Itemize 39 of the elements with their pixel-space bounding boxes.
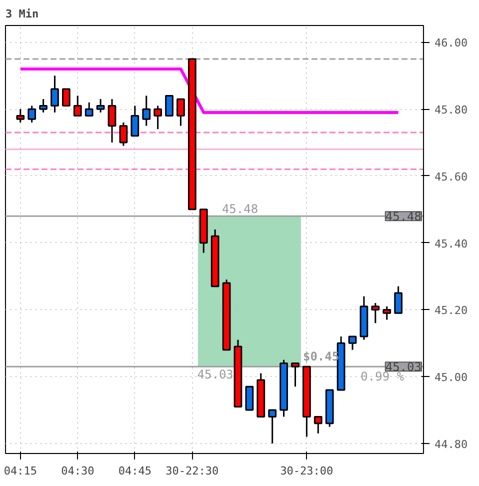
candlestick [73,94,82,117]
y-tick-label: 44.80 [434,438,468,451]
candlestick [50,74,59,114]
candlestick [96,98,105,114]
y-tick-label: 45.60 [434,170,468,184]
candlestick [154,105,162,130]
candlestick [108,98,116,144]
chart-title: 3 Min [6,8,39,20]
candlestick [291,362,300,388]
candlestick [84,102,94,117]
candlestick [28,105,36,124]
candlestick [39,98,48,114]
candlestick [314,416,322,434]
y-tick-label: 45.40 [434,237,468,250]
ref-line-label: 45.48 [385,210,422,224]
y-tick-label: 46.00 [434,36,468,50]
candlestick [268,409,277,444]
candlestick [165,94,174,117]
x-tick-label: 30-23:00 [280,464,334,478]
candlestick [130,105,140,137]
annotation: 45.48 [222,202,258,216]
x-tick-label: 04:15 [4,464,37,478]
y-tick-label: 45.00 [434,371,468,384]
candlestick [371,302,380,324]
candlestick [62,88,70,106]
x-tick-label: 04:45 [118,464,152,478]
y-tick-label: 45.80 [434,104,468,117]
candlestick [176,98,185,127]
x-tick-label: 04:30 [61,464,94,478]
candlestick [119,122,128,147]
candlestick [142,94,151,127]
candlestick [348,336,357,351]
y-tick-label: 45.20 [434,304,468,318]
candlestick [382,306,392,320]
candlestick [16,108,25,124]
candlestick [394,286,402,314]
candlestick [245,386,254,411]
annotation: 45.03 [197,368,234,382]
x-tick-label: 30-22:30 [166,464,219,478]
